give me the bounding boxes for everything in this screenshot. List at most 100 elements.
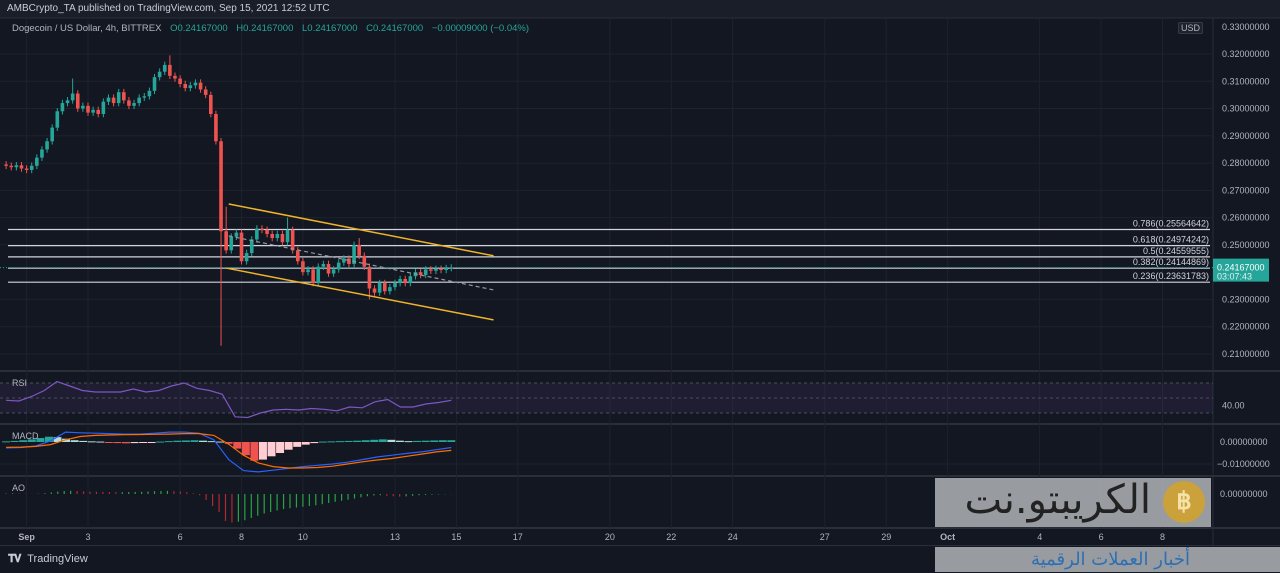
price-tick-label: 0.21000000 [1222, 349, 1270, 359]
macd-histogram-bar [276, 442, 285, 453]
macd-tick-label: −0.01000000 [1217, 459, 1270, 469]
candle-body [214, 113, 218, 142]
macd-histogram-bar [10, 440, 19, 442]
candle-body [40, 149, 44, 158]
macd-histogram-bar [62, 438, 71, 442]
macd-histogram-bar [421, 440, 430, 442]
candle-body [132, 103, 136, 106]
macd-histogram-bar [301, 442, 310, 445]
candle-body [357, 244, 361, 256]
macd-histogram-bar [233, 442, 242, 449]
watermark-subtitle-band: أخبار العملات الرقمية [935, 547, 1280, 572]
rsi-label: RSI [12, 378, 27, 388]
candle-body [439, 268, 443, 270]
fib-level-label: 0.618(0.24974242) [1133, 235, 1209, 245]
candle-body [203, 89, 208, 95]
price-tick-label: 0.23000000 [1222, 294, 1270, 304]
candle-body [249, 239, 254, 254]
candle-body [188, 85, 193, 89]
time-tick-label: 4 [1037, 532, 1042, 542]
candle-body [301, 261, 305, 273]
macd-histogram-bar [70, 440, 79, 442]
candle-body [183, 83, 188, 89]
symbol-title[interactable]: Dogecoin / US Dollar, 4h, BITTREX [12, 23, 162, 34]
candle-body [50, 127, 54, 142]
candle-body [403, 278, 408, 284]
time-tick-label: Oct [940, 532, 955, 542]
candle-body [142, 96, 147, 98]
ao-label: AO [12, 483, 25, 493]
publisher-bar: AMBCrypto_TA published on TradingView.co… [0, 0, 1280, 18]
candle-body [147, 90, 152, 97]
symbol-legend: Dogecoin / US Dollar, 4h, BITTREX O0.241… [12, 23, 529, 34]
macd-tick-label: 0.00000000 [1220, 437, 1268, 447]
time-tick-label: 3 [85, 532, 90, 542]
candle-body [173, 75, 177, 79]
candle-body [122, 92, 126, 101]
candle-body [14, 165, 19, 168]
macd-histogram-bar [378, 439, 387, 442]
last-price-tag [1213, 258, 1269, 282]
candle-body [234, 232, 239, 237]
fib-level-label: 0.382(0.24144869) [1133, 257, 1209, 267]
macd-histogram-bar [156, 441, 165, 443]
macd-histogram-bar [27, 439, 36, 442]
candle-body [434, 268, 438, 271]
macd-histogram-bar [113, 442, 122, 444]
macd-histogram-bar [258, 442, 267, 460]
candle-body [219, 141, 223, 232]
macd-histogram-bar [293, 442, 302, 447]
macd-histogram-bar [216, 441, 225, 443]
price-tick-label: 0.31000000 [1222, 76, 1270, 86]
candle-body [398, 278, 402, 284]
candle-body [244, 253, 249, 262]
legend-close: C0.24167000 [366, 23, 424, 34]
candle-body [331, 269, 336, 274]
macd-histogram-bar [2, 441, 11, 443]
last-price-value: 0.24167000 [1217, 263, 1265, 273]
time-tick-label: 13 [390, 532, 400, 542]
candle-body [362, 255, 367, 267]
time-tick-label: 8 [239, 532, 244, 542]
legend-open: O0.24167000 [170, 23, 228, 34]
candle-body [275, 233, 280, 239]
channel-upper-line [228, 203, 494, 257]
time-tick-label: 17 [513, 532, 523, 542]
macd-histogram-bar [413, 440, 422, 442]
candle-body [382, 283, 387, 292]
macd-histogram-bar [53, 437, 62, 442]
candle-body [372, 288, 377, 293]
candle-body [111, 97, 116, 104]
candle-body [116, 92, 121, 104]
price-tick-label: 0.33000000 [1222, 22, 1270, 32]
time-tick-label: 6 [178, 532, 183, 542]
candle-body [178, 78, 182, 84]
macd-histogram-bar [430, 440, 439, 442]
macd-histogram-bar [147, 442, 156, 443]
rsi-line [6, 380, 452, 419]
fib-level-label: 0.5(0.24559555) [1143, 246, 1209, 256]
candle-body [260, 228, 264, 230]
candle-body [255, 228, 259, 240]
watermark-subtitle: أخبار العملات الرقمية [1031, 549, 1190, 570]
tradingview-logo-icon[interactable]: 𝐓𝐕 [8, 553, 21, 565]
candle-body [423, 269, 428, 275]
macd-histogram-bar [173, 440, 182, 442]
candle-body [229, 236, 234, 251]
macd-histogram-bar [164, 441, 173, 443]
macd-histogram-bar [139, 442, 148, 443]
chart-canvas[interactable]: Sep 3 6 8 10 13 15 17 20 22 24 27 29 Oct 4 6 8 0.32000000… [0, 0, 1280, 545]
candle-body [91, 109, 95, 113]
candle-body [347, 258, 351, 264]
footer-brand[interactable]: TradingView [27, 553, 88, 565]
candle-body [75, 93, 80, 109]
candle-body [449, 267, 454, 269]
bar-countdown: 03:07:43 [1217, 272, 1252, 282]
ao-tick-label: 0.00000000 [1220, 489, 1268, 499]
currency-button[interactable]: USD [1178, 22, 1204, 34]
candle-body [285, 229, 290, 243]
macd-histogram-bar [19, 440, 28, 442]
candle-body [19, 165, 24, 169]
candle-body [377, 283, 382, 293]
macd-histogram-bar [130, 442, 139, 444]
